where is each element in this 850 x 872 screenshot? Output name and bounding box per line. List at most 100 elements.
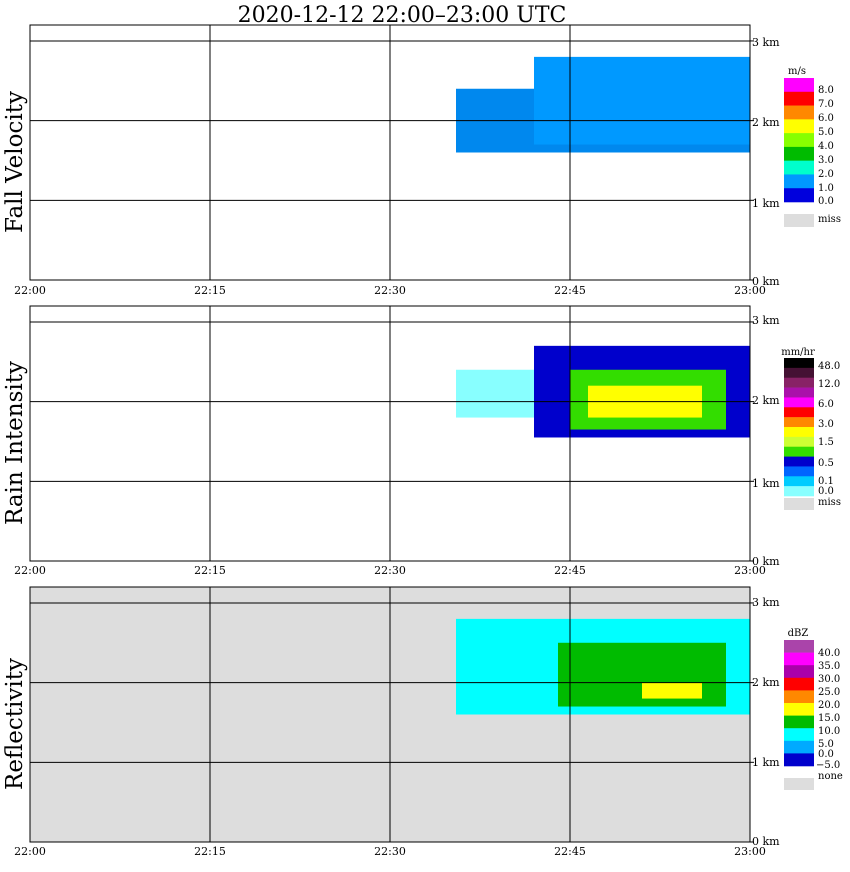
plot-border — [29, 586, 751, 843]
echo-region — [456, 369, 534, 418]
height-tick-labels: 0 km 1 km 2 km 3 km — [752, 596, 780, 848]
legend-missing-label: miss — [818, 214, 841, 225]
height-tick-labels: 0 km 1 km 2 km 3 km — [752, 36, 780, 288]
legend-swatch — [784, 367, 814, 379]
legend-swatch — [784, 78, 814, 93]
time-tick-label: 23:00 — [734, 845, 766, 858]
legend-swatch — [784, 188, 814, 203]
legend-swatch — [784, 358, 814, 369]
legend-label: 6.0 — [818, 113, 834, 124]
legend-swatch — [784, 174, 814, 189]
legend-title: dBZ — [788, 628, 809, 639]
legend-label: 5.0 — [818, 739, 834, 750]
legend-swatch — [784, 466, 814, 477]
legend-swatch — [784, 387, 814, 398]
panel-fall-velocity: Fall Velocity 22:00 22:15 22:30 22:45 23… — [2, 24, 841, 297]
legend-swatch — [784, 652, 814, 666]
legend-swatch — [784, 486, 814, 497]
legend-swatch — [784, 436, 814, 448]
time-tick-label: 22:30 — [374, 564, 406, 577]
legend-label: 35.0 — [818, 661, 840, 672]
echo-region — [534, 56, 750, 145]
legend-missing-swatch — [784, 498, 814, 510]
panel-title: Fall Velocity — [2, 91, 28, 233]
legend-label: 8.0 — [818, 85, 834, 96]
legend-label: 12.0 — [818, 379, 840, 390]
color-legend: dBZ 40.0 35.0 30.0 25.0 20.0 15.0 10.0 5… — [784, 628, 843, 790]
panel-title: Rain Intensity — [2, 361, 28, 525]
legend-swatch — [784, 417, 814, 428]
legend-swatch — [784, 677, 814, 691]
legend-swatch — [784, 728, 814, 742]
legend-swatch — [784, 715, 814, 729]
heatmap-cells — [456, 618, 750, 715]
time-tick-label: 22:00 — [14, 564, 46, 577]
height-tick-label: 3 km — [752, 596, 780, 609]
legend-missing-label: miss — [818, 497, 841, 508]
legend-label: 6.0 — [818, 399, 834, 410]
legend-swatch — [784, 105, 814, 120]
time-tick-label: 22:30 — [374, 845, 406, 858]
legend-label: 10.0 — [818, 726, 840, 737]
legend-swatch — [784, 397, 814, 408]
time-tick-label: 22:30 — [374, 284, 406, 297]
legend-label: −5.0 — [816, 760, 840, 771]
height-tick-label: 1 km — [752, 477, 780, 490]
legend-label: 30.0 — [818, 674, 840, 685]
height-tick-label: 0 km — [752, 555, 780, 568]
time-tick-labels: 22:00 22:15 22:30 22:45 23:00 — [14, 564, 766, 577]
time-tick-label: 22:45 — [554, 284, 586, 297]
legend-swatch — [784, 133, 814, 148]
plot-border — [29, 24, 751, 281]
height-tick-label: 3 km — [752, 36, 780, 49]
legend-label: 20.0 — [818, 700, 840, 711]
legend-swatch — [784, 456, 814, 467]
legend-label: 0.5 — [818, 458, 834, 469]
legend-label: 2.0 — [818, 169, 834, 180]
height-tick-label: 2 km — [752, 676, 780, 689]
legend-label: 5.0 — [818, 127, 834, 138]
legend-swatch — [784, 377, 814, 388]
legend-missing-swatch — [784, 214, 814, 227]
legend-swatch — [784, 146, 814, 161]
time-tick-label: 22:45 — [554, 845, 586, 858]
echo-region — [642, 682, 702, 699]
legend-label: 3.0 — [818, 155, 834, 166]
legend-swatch — [784, 703, 814, 716]
height-tick-labels: 0 km 1 km 2 km 3 km — [752, 314, 780, 568]
legend-label: 0.0 — [818, 196, 834, 207]
legend-swatch — [784, 476, 814, 487]
legend-label: 3.0 — [818, 419, 834, 430]
time-tick-label: 22:00 — [14, 845, 46, 858]
legend-label: 1.5 — [818, 437, 834, 448]
legend-label: 0.1 — [818, 476, 834, 487]
legend-missing-swatch — [784, 778, 814, 790]
legend-label: 40.0 — [818, 648, 840, 659]
grid-lines — [29, 586, 754, 843]
legend-swatch — [784, 91, 814, 106]
legend-title: m/s — [788, 66, 806, 77]
figure-title: 2020-12-12 22:00–23:00 UTC — [238, 3, 567, 28]
legend-label: 48.0 — [818, 361, 840, 372]
legend-swatch — [784, 427, 814, 438]
time-tick-label: 22:15 — [194, 564, 226, 577]
grid-lines — [29, 305, 754, 562]
height-tick-label: 2 km — [752, 394, 780, 407]
legend-swatch — [784, 665, 814, 679]
time-tick-label: 22:15 — [194, 284, 226, 297]
panel-reflectivity: Reflectivity 22:00 22:15 22:30 22:45 23:… — [2, 586, 843, 858]
heatmap-cells — [456, 56, 750, 153]
heatmap-cells — [456, 345, 750, 438]
color-legend: m/s 8.0 7.0 6.0 5.0 4.0 3.0 2.0 1.0 0.0 … — [784, 66, 841, 227]
legend-label: 15.0 — [818, 713, 840, 724]
color-legend: mm/hr 48.0 12.0 6.0 3.0 1.5 0.5 0.1 0.0 … — [781, 347, 841, 510]
time-tick-label: 22:45 — [554, 564, 586, 577]
height-tick-label: 0 km — [752, 835, 780, 848]
legend-swatch — [784, 753, 814, 767]
legend-label: 1.0 — [818, 183, 834, 194]
legend-title: mm/hr — [781, 347, 815, 358]
panel-rain-intensity: Rain Intensity 22:00 22:15 22:30 22:45 2… — [2, 305, 841, 577]
time-tick-labels: 22:00 22:15 22:30 22:45 23:00 — [14, 845, 766, 858]
